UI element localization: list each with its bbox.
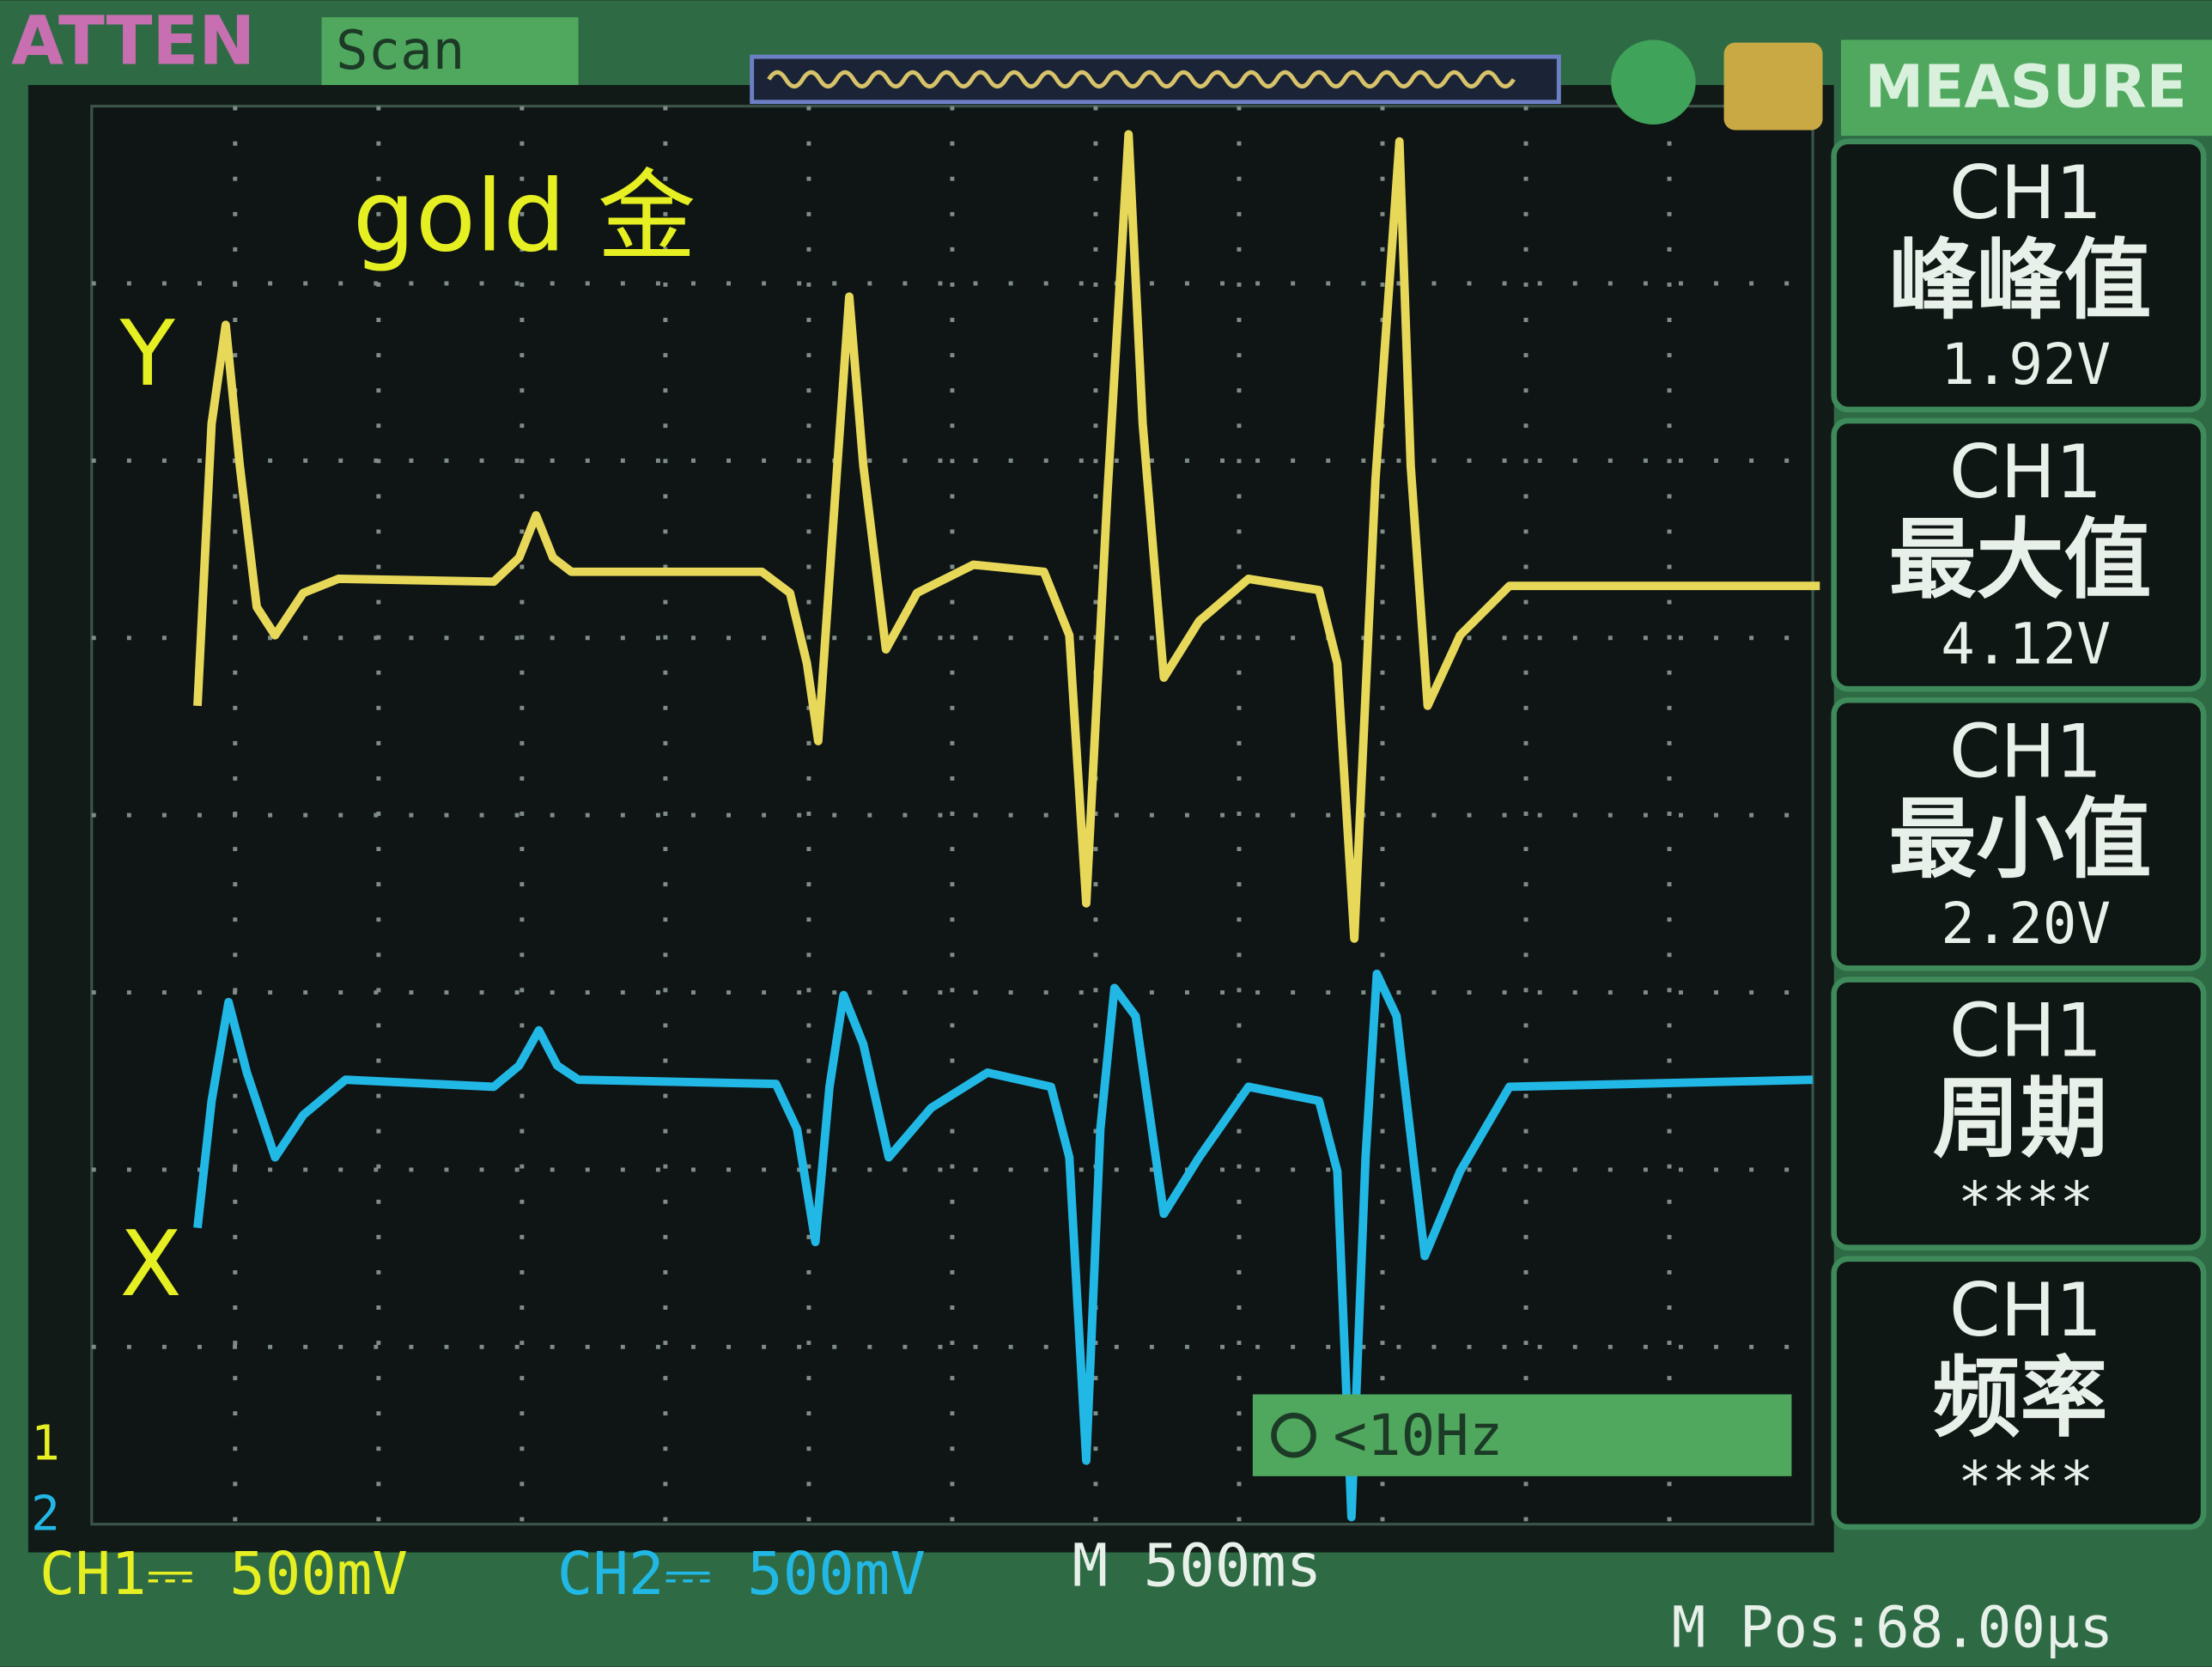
measure-value: 2.20V	[1941, 891, 2111, 957]
measure-name: 频率	[1933, 1348, 2108, 1450]
ch1-marker: 1	[31, 1415, 60, 1471]
measure-slot	[1831, 976, 2207, 1250]
measure-channel: CH1	[1949, 709, 2102, 794]
measure-name: 峰峰值	[1889, 230, 2152, 332]
menu-title-box	[1840, 40, 2212, 137]
trigger-box	[1252, 1394, 1792, 1476]
ch2-marker: 2	[31, 1487, 60, 1542]
ch1-scale: CH1⎓ 500mV	[40, 1540, 408, 1609]
usb-icon	[1723, 42, 1823, 131]
memory-bar	[750, 54, 1561, 105]
measure-channel: CH1	[1949, 1269, 2102, 1354]
measure-value: 1.92V	[1941, 332, 2111, 398]
measure-channel: CH1	[1949, 989, 2102, 1074]
memory-waveform	[767, 70, 1516, 89]
measure-value: ****	[1958, 1171, 2094, 1236]
measure-panel: CH1峰峰值1.92VCH1最大值4.12VCH1最小值2.20VCH1周期**…	[1831, 138, 2207, 1530]
ch2-waveform	[193, 970, 1814, 1522]
measure-slot	[1831, 417, 2207, 692]
timebase: M 500ms	[1073, 1531, 1322, 1600]
measure-name: 周期	[1933, 1068, 2108, 1171]
measure-slot	[1831, 1256, 2207, 1530]
measure-slot	[1831, 138, 2207, 413]
measure-slot	[1831, 697, 2207, 971]
ch1-waveform	[193, 130, 1820, 943]
mode-box	[321, 17, 579, 85]
horizontal-position: M Pos:68.00μs	[1672, 1596, 2113, 1661]
trigger-icon	[1271, 1412, 1316, 1458]
graticule	[91, 106, 1814, 1524]
trigger-frequency: <10Hz	[1333, 1403, 1503, 1469]
annotation-title: gold 金	[353, 160, 696, 275]
measure-name: 最大值	[1889, 509, 2152, 611]
measure-channel: CH1	[1949, 430, 2102, 515]
measure-value: ****	[1958, 1450, 2094, 1515]
measure-name: 最小值	[1889, 788, 2152, 891]
measure-value: 4.12V	[1941, 612, 2111, 678]
mode: Scan	[336, 19, 465, 82]
annotation-y: Y	[119, 301, 176, 406]
run-icon	[1611, 40, 1696, 125]
brand: ATTEN	[11, 1, 255, 80]
annotation-x: X	[120, 1211, 182, 1317]
measure-channel: CH1	[1949, 151, 2102, 236]
menu-title: MEASURE	[1865, 53, 2187, 122]
ch2-scale: CH2⎓ 500mV	[557, 1540, 926, 1609]
